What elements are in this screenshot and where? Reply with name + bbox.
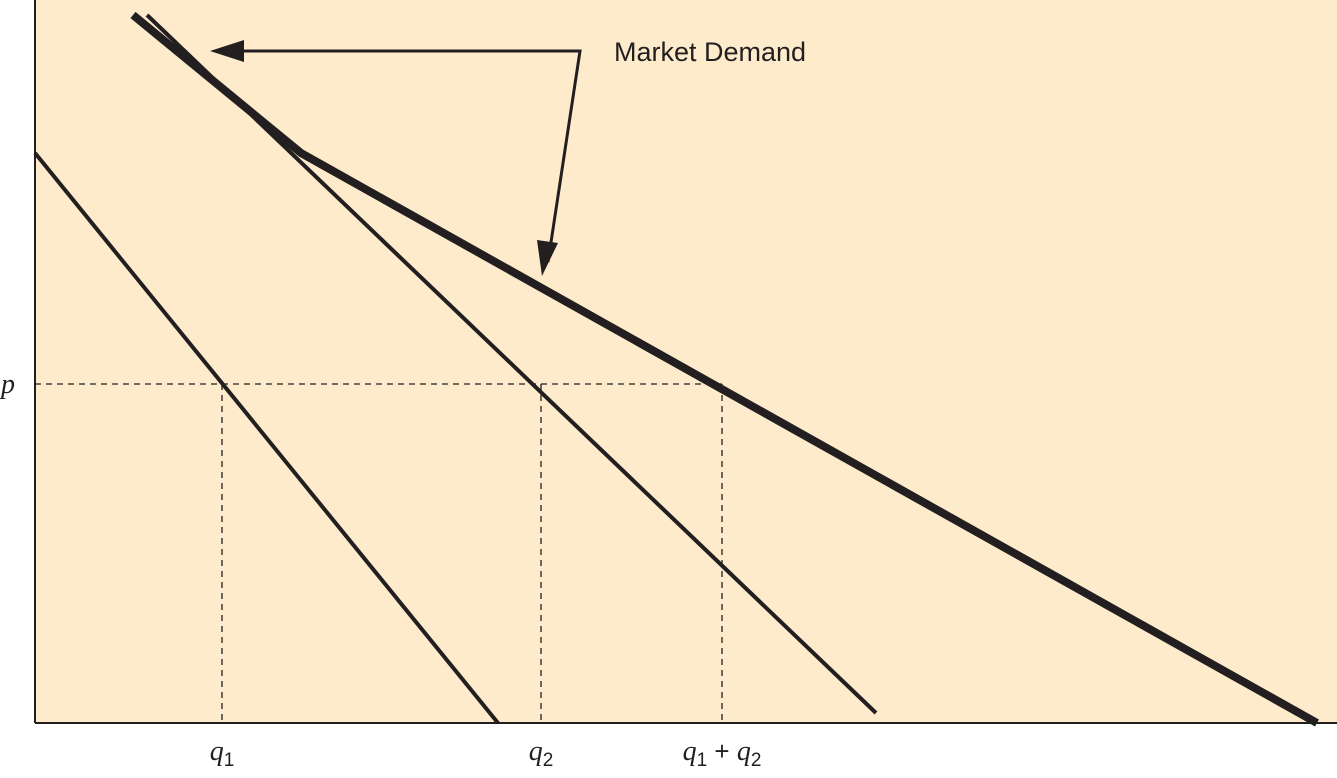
price-label: p bbox=[0, 369, 15, 400]
market-demand-curve bbox=[130, 11, 1319, 727]
plot-background bbox=[35, 0, 1337, 723]
demand-curves bbox=[33, 11, 1319, 727]
quantity-tick-label-2: q2 bbox=[529, 736, 554, 771]
annotation-arrowhead-left bbox=[210, 40, 244, 62]
annotation-pointer-lines bbox=[230, 49, 582, 263]
market-demand-annotation: Market Demand bbox=[210, 37, 806, 276]
quantity-tick-labels: q1 q2 q1 + q2 bbox=[210, 736, 762, 771]
quantity-guide-lines bbox=[221, 384, 723, 723]
annotation-arrowhead-down bbox=[537, 240, 558, 276]
quantity-tick-label-1: q1 bbox=[210, 736, 235, 771]
quantity-tick-label-3: q1 + q2 bbox=[683, 736, 762, 771]
annotation-label: Market Demand bbox=[614, 37, 806, 67]
individual-demand-curve-1 bbox=[33, 151, 500, 725]
